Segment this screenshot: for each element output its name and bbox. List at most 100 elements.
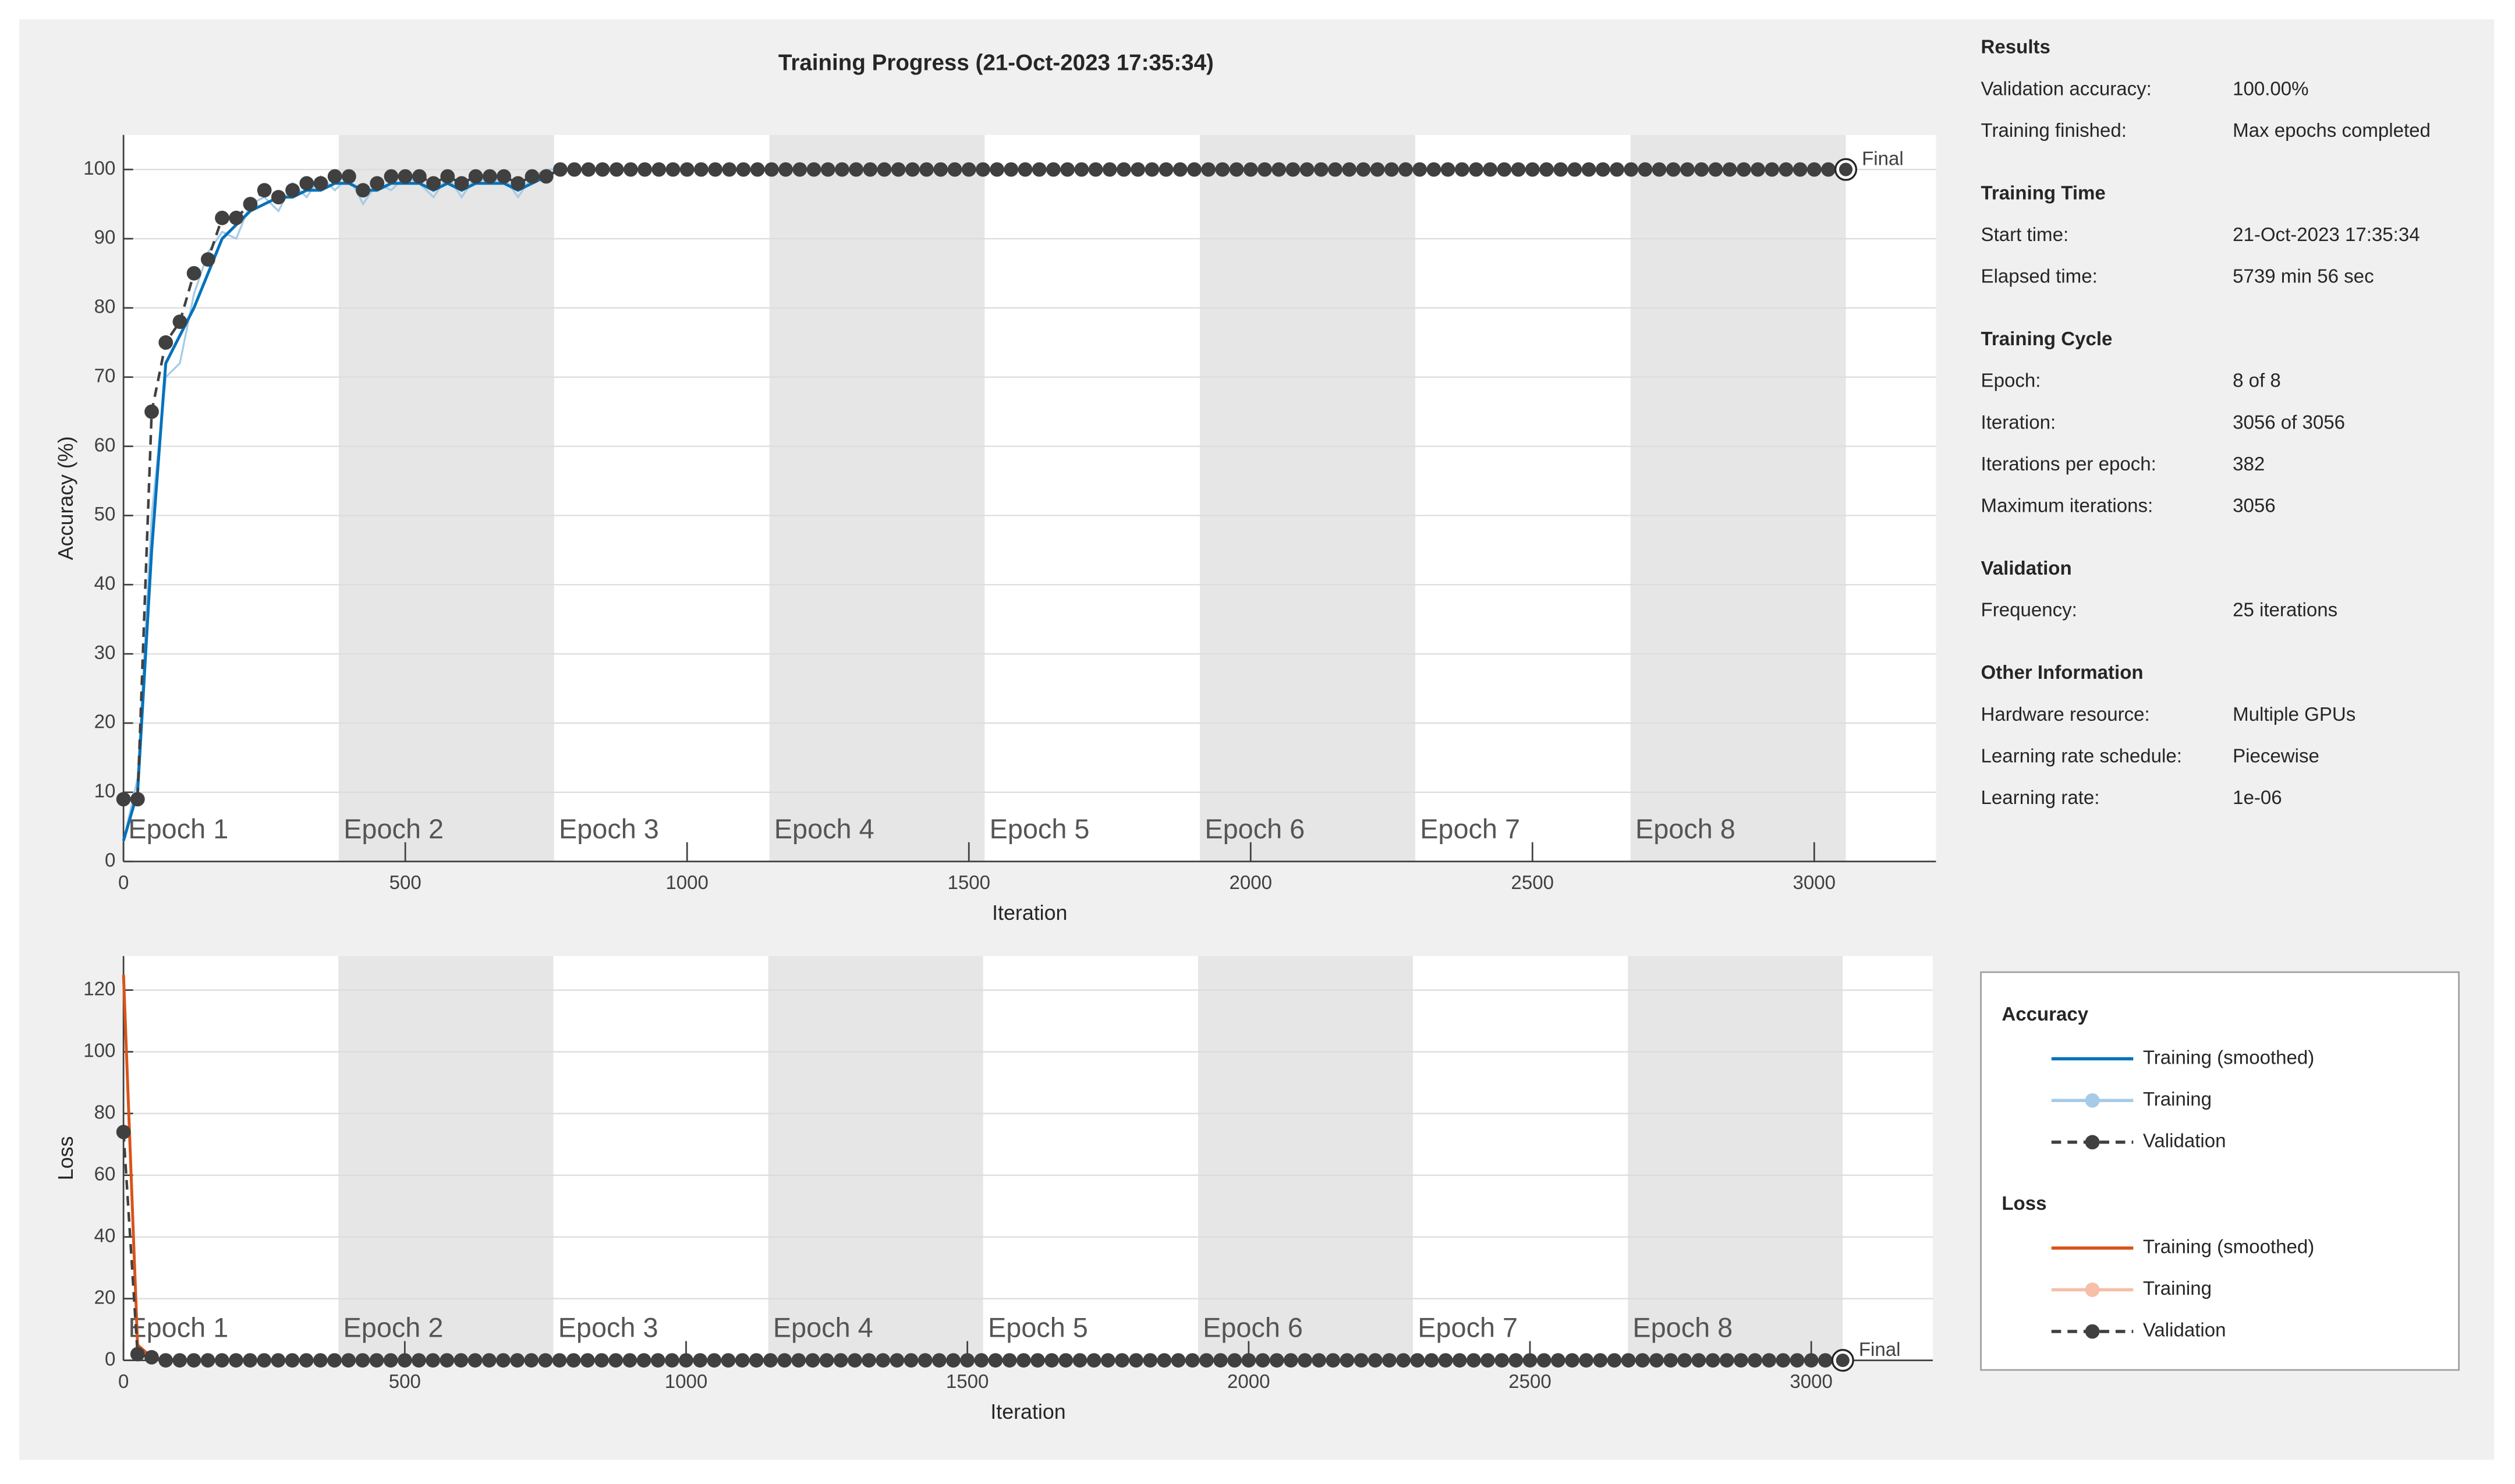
x-tick-label: 2000 [1227, 1371, 1270, 1393]
validation-point [1779, 162, 1794, 177]
epoch-band [338, 956, 554, 1361]
validation-point [1044, 1353, 1060, 1368]
info-value: 5739 min 56 sec [2233, 266, 2374, 288]
validation-point [931, 1353, 947, 1368]
validation-point [1016, 1353, 1031, 1368]
validation-point [1384, 162, 1399, 177]
info-label: Iteration: [1981, 412, 2056, 433]
validation-point [1185, 1353, 1200, 1368]
validation-point [1032, 162, 1047, 177]
validation-point [1553, 162, 1568, 177]
y-tick-label: 0 [105, 1348, 115, 1370]
validation-point [341, 1353, 356, 1368]
validation-point [1736, 162, 1751, 177]
validation-point [1368, 1353, 1383, 1368]
validation-point [1412, 162, 1427, 177]
validation-point [693, 1353, 708, 1368]
validation-point [1624, 162, 1639, 177]
y-tick-label: 50 [94, 504, 116, 525]
y-tick-label: 0 [105, 849, 115, 871]
validation-point [497, 169, 511, 184]
x-tick-label: 1000 [665, 1371, 708, 1393]
x-tick-label: 1500 [947, 872, 990, 894]
validation-point [271, 190, 286, 205]
validation-point [1159, 162, 1174, 177]
info-value: 25 iterations [2233, 600, 2337, 621]
validation-point [369, 1353, 384, 1368]
validation-point [919, 162, 934, 177]
x-tick-label: 500 [389, 1371, 421, 1393]
section-title: Training Cycle [1981, 328, 2113, 350]
final-label: Final [1859, 1339, 1901, 1361]
validation-point [1748, 1353, 1762, 1368]
validation-point [1550, 1353, 1565, 1368]
validation-point [636, 1353, 651, 1368]
validation-point [1131, 162, 1146, 177]
epoch-label: Epoch 5 [988, 1313, 1088, 1343]
validation-point [805, 1353, 820, 1368]
validation-point [1539, 162, 1554, 177]
validation-point [721, 1353, 736, 1368]
validation-point [525, 169, 540, 184]
window-title: Training Progress (21-Oct-2023 17:35:34) [778, 51, 1214, 76]
validation-point [200, 252, 215, 267]
y-tick-label: 120 [83, 978, 115, 1000]
validation-point [383, 1353, 398, 1368]
validation-point [1117, 162, 1131, 177]
info-label: Learning rate schedule: [1981, 745, 2182, 767]
validation-point [990, 162, 1005, 177]
validation-point [1187, 162, 1202, 177]
validation-point [1776, 1353, 1791, 1368]
info-value: Multiple GPUs [2233, 704, 2355, 725]
validation-point [608, 1353, 624, 1368]
validation-point [974, 1353, 989, 1368]
validation-point [1610, 162, 1624, 177]
validation-point [1565, 1353, 1579, 1368]
epoch-label: Epoch 7 [1418, 1313, 1518, 1343]
validation-point [384, 169, 399, 184]
validation-point [1410, 1353, 1425, 1368]
validation-point [130, 792, 145, 807]
epoch-label: Epoch 1 [128, 1313, 228, 1343]
validation-point [412, 169, 427, 184]
validation-point [1708, 162, 1723, 177]
validation-point [1694, 162, 1709, 177]
legend-label: Training [2143, 1278, 2212, 1299]
epoch-band [1200, 134, 1415, 862]
validation-point [552, 162, 568, 177]
epoch-label: Epoch 2 [343, 814, 444, 844]
validation-point [257, 1353, 272, 1368]
x-tick-label: 0 [118, 1371, 129, 1393]
validation-point [1593, 1353, 1608, 1368]
epoch-band [768, 956, 983, 1361]
validation-point [454, 176, 469, 191]
validation-point [552, 1353, 567, 1368]
validation-point [215, 210, 229, 225]
final-label: Final [1862, 148, 1904, 169]
section-title: Validation [1981, 558, 2072, 579]
validation-point [229, 210, 244, 225]
validation-point [1680, 162, 1695, 177]
validation-point [651, 162, 667, 177]
validation-point [299, 1353, 314, 1368]
validation-point [257, 183, 272, 198]
validation-point [1271, 162, 1287, 177]
validation-point [1454, 162, 1469, 177]
validation-point [481, 1353, 497, 1368]
info-value: 382 [2233, 454, 2265, 475]
validation-point [1030, 1353, 1045, 1368]
legend-title: Loss [2002, 1193, 2046, 1214]
epoch-label: Epoch 1 [128, 814, 228, 844]
validation-point [820, 162, 835, 177]
validation-point [904, 1353, 919, 1368]
validation-point [482, 169, 497, 184]
info-label: Epoch: [1981, 370, 2041, 392]
validation-point [1157, 1353, 1172, 1368]
x-axis-label: Iteration [992, 901, 1067, 925]
validation-point [1424, 1353, 1439, 1368]
validation-point [116, 792, 131, 807]
validation-point [200, 1353, 215, 1368]
validation-point [412, 1353, 426, 1368]
validation-point [595, 162, 610, 177]
validation-point [341, 169, 356, 184]
